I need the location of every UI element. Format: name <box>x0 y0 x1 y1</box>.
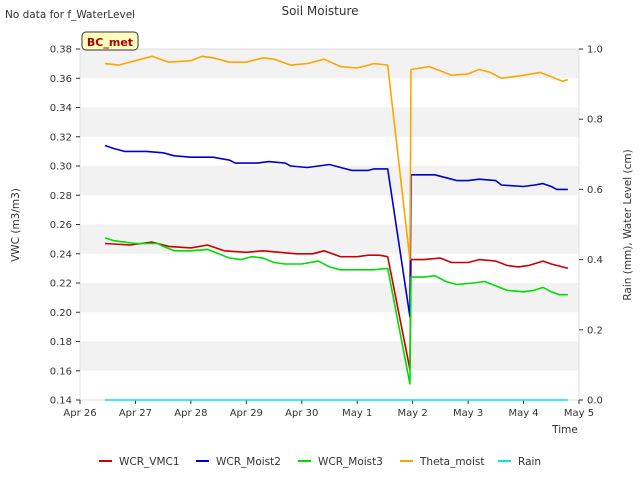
series-line-theta-moist <box>104 55 569 261</box>
plot-band <box>80 49 579 79</box>
y2-tick-label: 0.8 <box>587 115 603 126</box>
x-axis-label: Time <box>551 424 578 436</box>
y-tick-label: 0.30 <box>50 162 72 173</box>
series-line-wcr-moist3 <box>104 236 568 385</box>
station-badge-label: BC_met <box>87 36 133 49</box>
y-tick-label: 0.18 <box>50 337 72 348</box>
y2-tick-label: 0.4 <box>587 255 603 266</box>
x-tick-label: May 2 <box>398 408 428 419</box>
x-tick-label: Apr 26 <box>63 408 96 419</box>
plot-band <box>80 195 579 225</box>
x-tick-label: Apr 30 <box>285 408 318 419</box>
y2-tick-label: 0.2 <box>587 325 603 336</box>
plot-band <box>80 166 579 196</box>
x-tick-label: Apr 27 <box>119 408 152 419</box>
y-axis-left: 0.14 0.16 0.18 0.20 0.22 0.24 0.26 0.28 0.30 0.32… <box>50 45 80 407</box>
x-tick-label: Apr 29 <box>230 408 263 419</box>
y2-tick-label: 1.0 <box>587 45 603 56</box>
plot-band <box>80 283 579 313</box>
plot-band <box>80 107 579 137</box>
y-tick-label: 0.38 <box>50 45 72 56</box>
plot-band <box>80 370 579 400</box>
legend-label: Theta_moist <box>419 456 485 468</box>
plot-band <box>80 341 579 371</box>
no-data-note: No data for f_WaterLevel <box>5 9 135 21</box>
y-tick-label: 0.14 <box>50 396 72 407</box>
legend-label: WCR_VMC1 <box>119 456 180 468</box>
y-axis-right: 0.0 0.2 0.4 0.6 0.8 1.0 <box>579 45 603 407</box>
plot-band <box>80 78 579 108</box>
legend-label: WCR_Moist2 <box>216 456 281 468</box>
y-tick-label: 0.26 <box>50 220 72 231</box>
chart-title: Soil Moisture <box>281 4 358 18</box>
x-tick-label: Apr 28 <box>174 408 207 419</box>
y-tick-label: 0.24 <box>50 249 72 260</box>
series-line-wcr-vmc1 <box>104 241 569 371</box>
series-lines <box>104 55 569 401</box>
y-tick-label: 0.32 <box>50 132 72 143</box>
legend-label: Rain <box>518 456 541 468</box>
y-tick-label: 0.28 <box>50 191 72 202</box>
x-tick-label: May 1 <box>342 408 372 419</box>
x-axis: Apr 26 Apr 27 Apr 28 Apr 29 Apr 30 May 1 May 2… <box>63 400 594 419</box>
x-tick-label: May 5 <box>564 408 594 419</box>
y-tick-label: 0.36 <box>50 74 72 85</box>
series-line-wcr-moist2 <box>104 144 568 318</box>
legend: WCR_VMC1 WCR_Moist2 WCR_Moist3 Theta_moist R… <box>99 456 541 468</box>
y2-tick-label: 0.6 <box>587 185 603 196</box>
x-tick-label: May 4 <box>508 408 538 419</box>
legend-label: WCR_Moist3 <box>318 456 383 468</box>
y2-tick-label: 0.0 <box>587 396 603 407</box>
y-tick-label: 0.34 <box>50 103 72 114</box>
y-tick-label: 0.16 <box>50 366 72 377</box>
y2-axis-label: Rain (mm), Water Level (cm) <box>622 149 634 300</box>
plot-band <box>80 136 579 166</box>
y-axis-label: VWC (m3/m3) <box>10 188 22 262</box>
y-tick-label: 0.20 <box>50 308 72 319</box>
x-tick-label: May 3 <box>453 408 483 419</box>
y-tick-label: 0.22 <box>50 279 72 290</box>
plot-bands <box>80 49 579 400</box>
station-badge: BC_met <box>81 31 139 51</box>
plot-band <box>80 312 579 342</box>
plot-band <box>80 224 579 254</box>
plot-band <box>80 253 579 283</box>
